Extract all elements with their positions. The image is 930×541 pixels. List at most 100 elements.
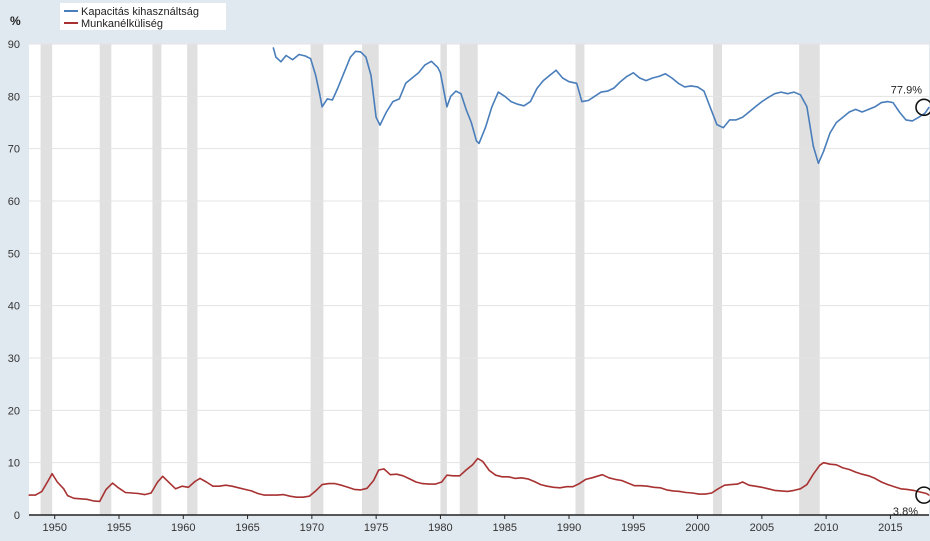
series-0-point-39 bbox=[478, 142, 480, 144]
series-0-point-86 bbox=[780, 91, 782, 93]
series-0-point-87 bbox=[787, 93, 789, 95]
series-1-point-26 bbox=[187, 486, 189, 488]
series-1-point-79 bbox=[520, 477, 523, 479]
series-1-point-113 bbox=[736, 483, 739, 485]
series-1-point-36 bbox=[250, 490, 252, 492]
series-0-point-33 bbox=[450, 95, 452, 97]
series-0-point-38 bbox=[475, 140, 477, 142]
series-0-point-3 bbox=[285, 54, 287, 57]
series-0-point-40 bbox=[484, 127, 486, 129]
series-1-point-71 bbox=[472, 464, 474, 466]
y-axis-unit-label: % bbox=[10, 14, 21, 28]
series-1-point-16 bbox=[124, 491, 126, 494]
series-1-point-64 bbox=[428, 483, 430, 485]
x-tick-label-1955: 1955 bbox=[107, 522, 131, 534]
series-0-point-24 bbox=[398, 98, 400, 100]
recession-band-4 bbox=[310, 44, 324, 515]
series-0-point-8 bbox=[315, 74, 317, 76]
series-0-point-9 bbox=[319, 93, 321, 95]
series-1-point-40 bbox=[276, 494, 278, 496]
series-0-point-84 bbox=[767, 96, 769, 98]
x-tick-label-2010: 2010 bbox=[814, 522, 838, 534]
series-1-point-135 bbox=[874, 477, 876, 479]
series-0-point-48 bbox=[536, 87, 538, 90]
series-1-point-101 bbox=[659, 487, 661, 489]
series-0-point-21 bbox=[379, 124, 381, 126]
series-1-point-129 bbox=[835, 464, 838, 466]
series-0-point-49 bbox=[542, 80, 544, 82]
series-1-point-138 bbox=[893, 486, 895, 488]
series-1-point-68 bbox=[452, 475, 454, 477]
series-1-point-93 bbox=[608, 477, 610, 479]
series-1-point-11 bbox=[92, 500, 94, 502]
series-0-point-31 bbox=[439, 72, 441, 74]
series-1-point-115 bbox=[748, 484, 750, 486]
series-1-point-4 bbox=[51, 473, 53, 475]
series-0-point-6 bbox=[304, 55, 306, 57]
series-0-point-16 bbox=[355, 50, 357, 52]
series-1-point-33 bbox=[231, 485, 233, 487]
series-1-point-119 bbox=[774, 489, 776, 491]
series-1-point-20 bbox=[150, 492, 152, 494]
series-0-point-7 bbox=[310, 58, 312, 60]
series-1-point-97 bbox=[634, 485, 636, 487]
series-1-point-131 bbox=[848, 468, 850, 471]
series-1-point-136 bbox=[880, 481, 883, 483]
series-1-point-74 bbox=[488, 469, 490, 472]
x-tick-label-2005: 2005 bbox=[750, 522, 774, 534]
series-1-point-104 bbox=[679, 490, 681, 492]
series-1-point-8 bbox=[73, 497, 75, 499]
series-0-point-58 bbox=[600, 91, 602, 93]
recession-band-5 bbox=[362, 44, 379, 515]
series-1-point-61 bbox=[409, 478, 411, 480]
series-1-point-9 bbox=[79, 498, 81, 500]
series-1-point-105 bbox=[685, 491, 687, 494]
series-0-point-60 bbox=[613, 87, 615, 89]
series-0-point-10 bbox=[321, 106, 323, 108]
series-1-point-144 bbox=[928, 494, 930, 496]
series-1-point-60 bbox=[402, 475, 404, 477]
series-0-point-14 bbox=[343, 72, 345, 74]
series-1-point-94 bbox=[614, 478, 616, 480]
series-1-point-24 bbox=[175, 488, 177, 490]
series-1-point-85 bbox=[559, 487, 561, 489]
series-0-point-30 bbox=[437, 67, 439, 69]
series-1-point-56 bbox=[378, 469, 380, 471]
x-tick-label-1965: 1965 bbox=[235, 522, 259, 534]
series-1-point-107 bbox=[698, 493, 700, 495]
series-1-point-126 bbox=[819, 464, 821, 466]
series-0-point-35 bbox=[460, 93, 462, 95]
series-0-point-96 bbox=[842, 116, 844, 118]
series-0-point-15 bbox=[349, 56, 351, 58]
series-1-point-70 bbox=[465, 469, 467, 471]
series-1-point-121 bbox=[787, 490, 789, 492]
series-0-point-55 bbox=[581, 101, 583, 103]
series-1-point-12 bbox=[99, 500, 101, 502]
series-0-point-72 bbox=[690, 85, 692, 87]
series-0-point-77 bbox=[722, 127, 724, 129]
series-0-point-99 bbox=[861, 111, 863, 113]
series-1-point-65 bbox=[434, 483, 436, 485]
x-tick-label-1950: 1950 bbox=[42, 522, 66, 534]
series-1-point-130 bbox=[842, 467, 844, 469]
series-0-point-5 bbox=[298, 53, 300, 56]
series-1-point-51 bbox=[347, 486, 349, 488]
series-1-point-102 bbox=[666, 489, 668, 491]
series-0-point-18 bbox=[365, 56, 367, 58]
series-0-point-53 bbox=[568, 81, 570, 83]
series-0-point-43 bbox=[504, 95, 506, 97]
series-1-point-43 bbox=[295, 496, 297, 498]
series-1-point-82 bbox=[540, 484, 542, 486]
series-1-point-57 bbox=[383, 468, 385, 470]
series-1-point-6 bbox=[63, 488, 65, 490]
series-0-point-82 bbox=[754, 106, 757, 108]
legend-label-capacity: Kapacitás kihasználtság bbox=[81, 6, 199, 18]
series-1-point-106 bbox=[691, 492, 694, 494]
series-0-point-41 bbox=[491, 106, 493, 108]
series-0-point-93 bbox=[823, 150, 825, 152]
series-1-point-75 bbox=[495, 474, 497, 476]
series-1-point-142 bbox=[919, 491, 921, 493]
series-1-point-132 bbox=[855, 471, 857, 473]
series-1-point-143 bbox=[925, 492, 928, 495]
